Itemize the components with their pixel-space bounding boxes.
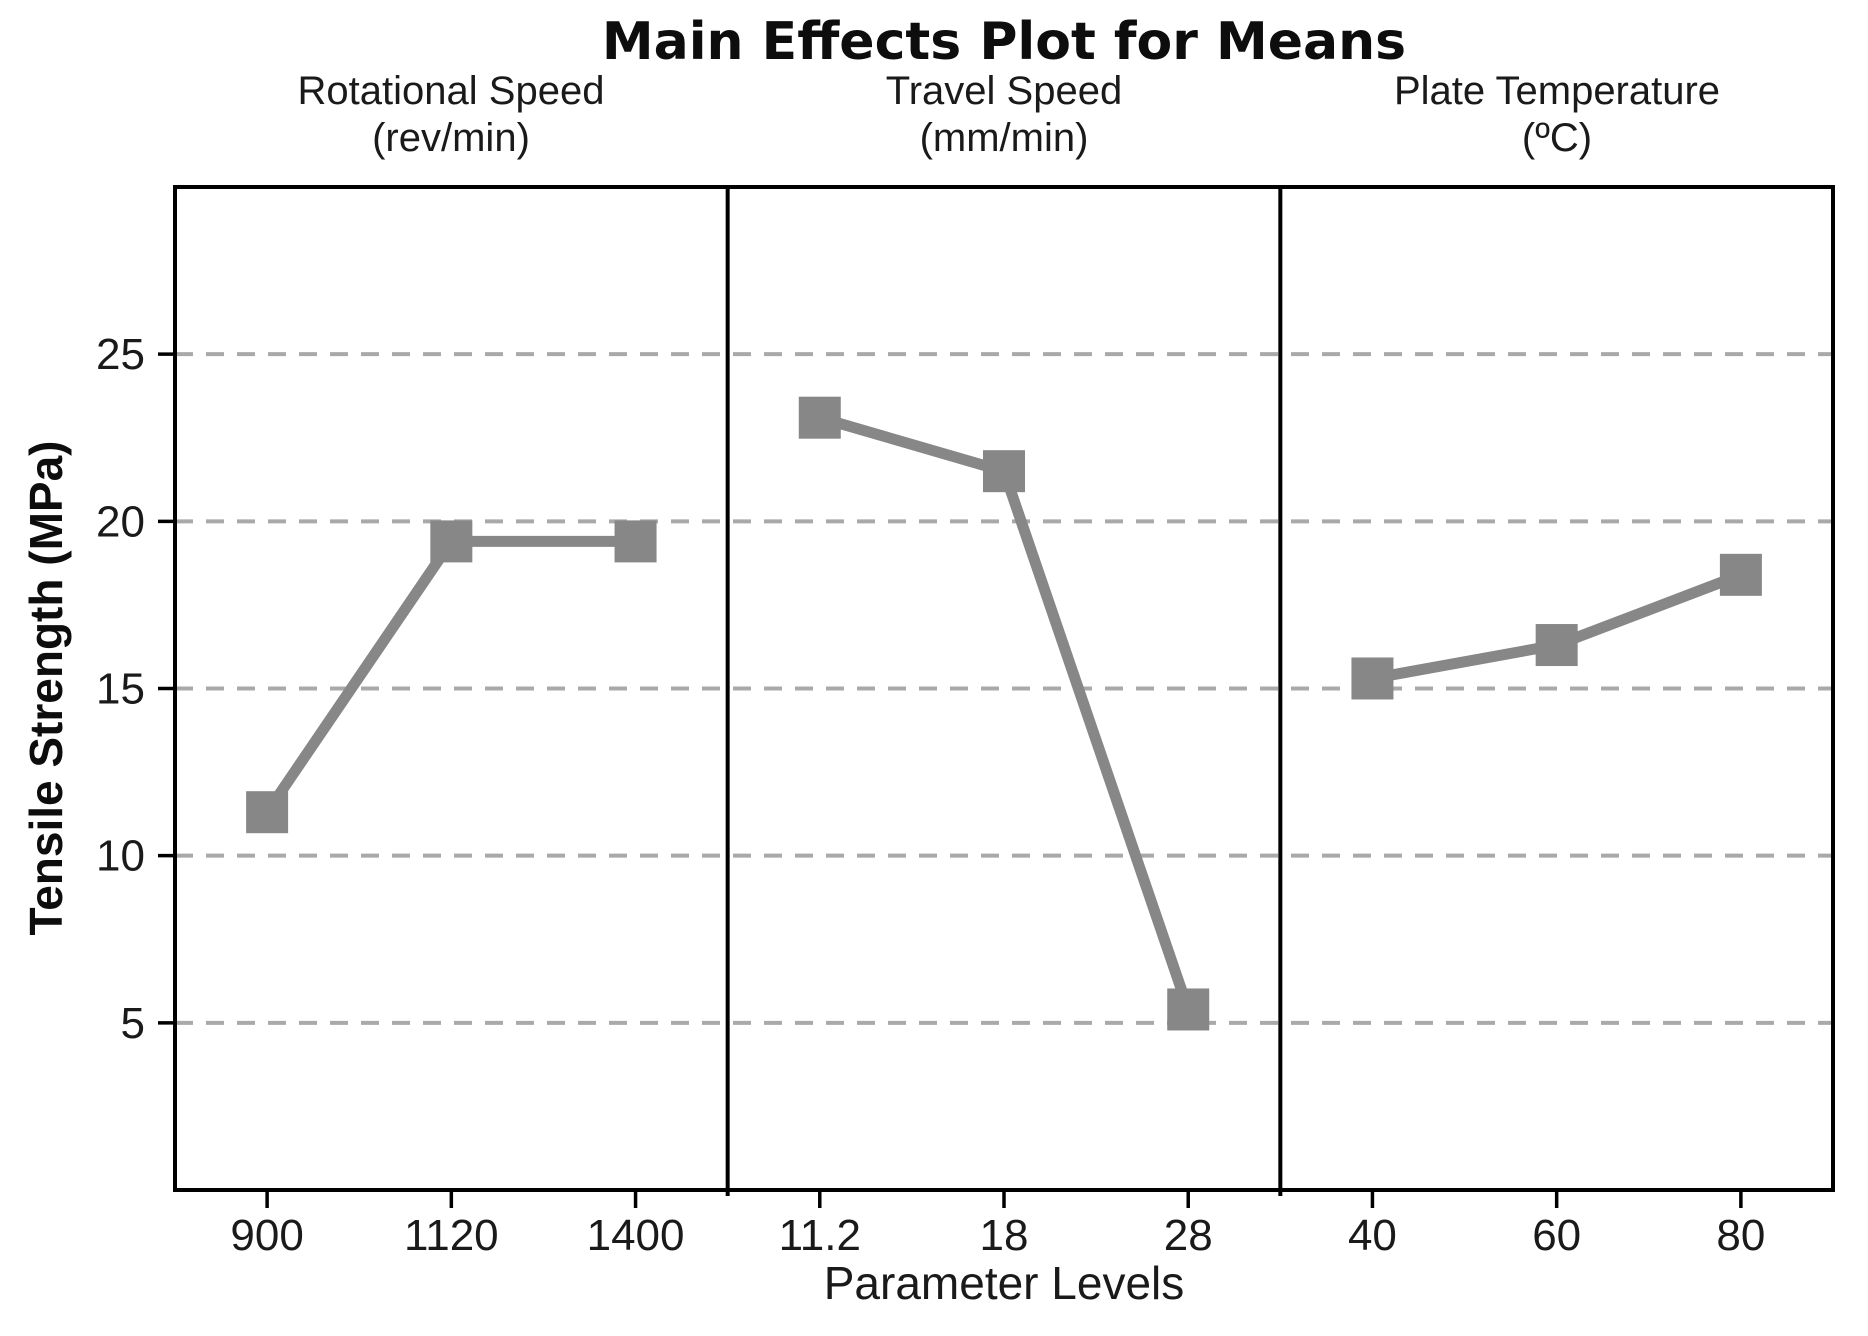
y-tick-label: 25	[96, 330, 145, 379]
x-tick-label: 1120	[404, 1211, 499, 1260]
x-tick-label: 900	[230, 1211, 303, 1260]
data-point-marker	[798, 396, 841, 439]
y-axis-label: Tensile Strength (MPa)	[20, 440, 72, 936]
x-tick-label: 11.2	[779, 1211, 861, 1260]
x-tick-label: 80	[1716, 1211, 1765, 1260]
x-tick-label: 40	[1348, 1211, 1397, 1260]
y-tick-label: 15	[96, 665, 145, 714]
x-axis-label: Parameter Levels	[823, 1257, 1185, 1309]
x-tick-label: 18	[980, 1211, 1029, 1260]
chart-title: Main Effects Plot for Means	[601, 12, 1407, 72]
y-tick-label: 20	[96, 497, 145, 546]
data-point-marker	[1719, 553, 1762, 596]
x-tick-label: 60	[1532, 1211, 1581, 1260]
series-line	[818, 412, 1194, 1012]
panel-header-plate-temperature: Plate Temperature (ºC)	[1394, 68, 1720, 162]
series-line	[262, 535, 636, 816]
panel-header-unit: (mm/min)	[919, 116, 1089, 160]
data-point-marker	[246, 791, 289, 834]
panel-header-label: Plate Temperature	[1393, 69, 1721, 113]
data-point-marker	[1351, 657, 1394, 700]
panel-header-label: Travel Speed	[885, 69, 1123, 113]
panel-header-rotational-speed: Rotational Speed (rev/min)	[298, 68, 605, 162]
data-point-marker	[1167, 988, 1210, 1031]
data-point-marker	[1535, 624, 1578, 667]
panel-header-unit: (rev/min)	[372, 116, 530, 160]
x-tick-label: 1400	[587, 1211, 685, 1260]
data-point-marker	[430, 520, 473, 563]
panel-header-travel-speed: Travel Speed (mm/min)	[886, 68, 1122, 162]
y-tick-label: 5	[121, 999, 145, 1048]
plot-frame	[173, 185, 1835, 1192]
panel-header-unit: (ºC)	[1521, 116, 1593, 160]
data-point-marker	[614, 520, 657, 563]
y-tick-label: 10	[96, 832, 145, 881]
panel-header-label: Rotational Speed	[297, 69, 605, 113]
data-point-marker	[983, 450, 1025, 493]
x-tick-label: 28	[1164, 1211, 1213, 1260]
